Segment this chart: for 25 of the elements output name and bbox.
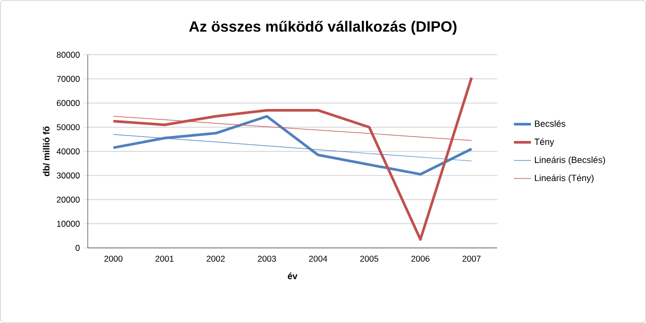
x-tick-label: 2007 [462,256,481,262]
x-tick-label: 2004 [309,256,328,262]
y-tick-label: 20000 [56,196,80,203]
chart-title: Az összes működő vállalkozás (DIPO) [189,20,456,35]
y-tick-label: 10000 [57,220,80,227]
x-tick-label: 2005 [360,256,378,262]
y-tick-label: 40000 [56,148,80,154]
legend-label: Tény [534,138,554,147]
x-tick-label: 2000 [104,256,122,262]
y-tick-label: 30000 [56,172,80,179]
legend-label: Becslés [534,120,566,127]
y-tick-label: 60000 [56,100,80,106]
y-tick-label: 0 [76,245,80,252]
y-axis-title: db/ millió fő [42,126,50,176]
line-series [112,76,473,241]
x-tick-label: 2001 [156,256,174,262]
legend-label: Lineáris (Tény) [534,174,594,184]
x-axis-title: év [288,272,298,280]
y-tick-label: 80000 [56,52,80,58]
y-tick-label: 70000 [56,76,80,82]
legend-label: Lineáris (Becslés) [534,156,605,165]
x-tick-label: 2002 [206,256,225,262]
x-tick-label: 2006 [411,256,430,262]
y-tick-label: 50000 [56,124,80,130]
x-tick-label: 2003 [258,256,276,262]
